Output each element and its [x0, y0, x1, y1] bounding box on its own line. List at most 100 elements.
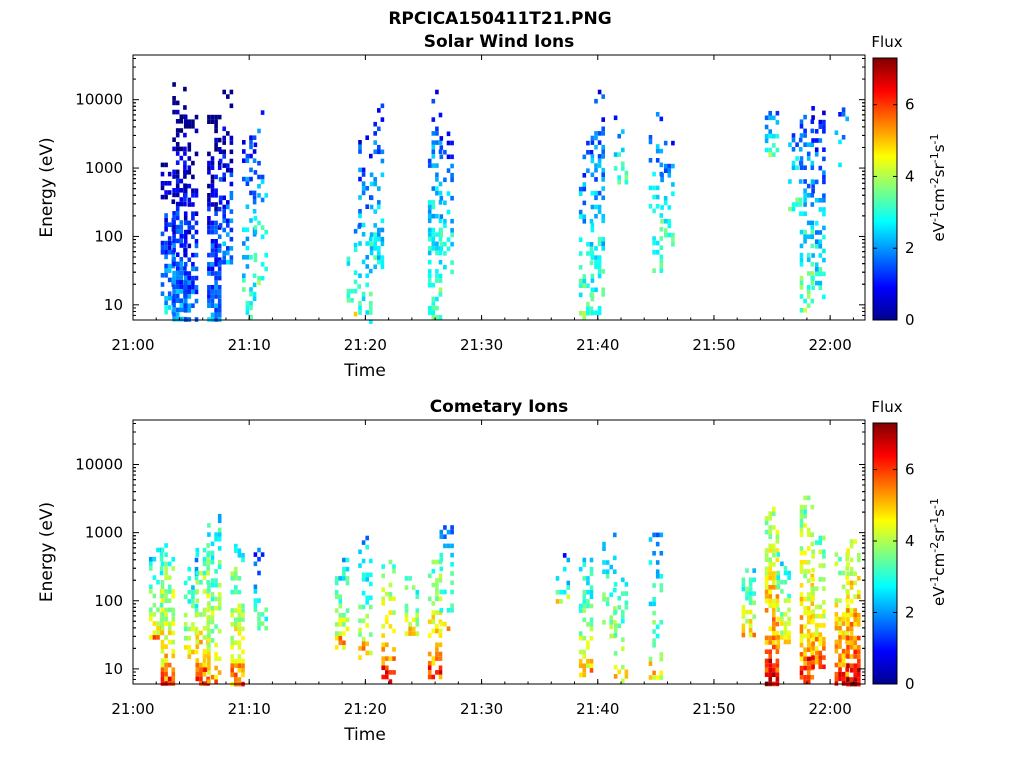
flux-cell	[214, 665, 218, 671]
flux-cell	[234, 622, 238, 627]
flux-cell	[586, 663, 590, 669]
flux-cell	[652, 185, 656, 191]
flux-cell	[431, 568, 436, 574]
flux-cell	[659, 263, 664, 269]
flux-cell	[435, 610, 439, 615]
flux-cell	[578, 566, 583, 572]
flux-cell	[602, 541, 606, 547]
flux-cell	[187, 147, 192, 152]
flux-cell	[772, 631, 776, 636]
flux-cell	[210, 202, 215, 207]
flux-cell	[671, 191, 675, 196]
flux-cell	[849, 645, 854, 650]
flux-cell	[617, 669, 621, 675]
flux-cell	[365, 572, 369, 578]
flux-cell	[234, 543, 238, 549]
flux-cell	[342, 617, 346, 623]
flux-cell	[342, 645, 346, 650]
flux-cell	[443, 264, 447, 270]
flux-cell	[160, 240, 165, 246]
flux-cell	[601, 94, 605, 99]
flux-cell	[814, 623, 819, 628]
flux-cell	[578, 658, 583, 664]
flux-cell	[369, 632, 373, 637]
flux-cell	[806, 661, 811, 666]
flux-cell	[207, 601, 211, 606]
flux-cell	[601, 186, 605, 191]
flux-cell	[566, 585, 571, 590]
flux-cell	[152, 556, 157, 562]
flux-cell	[764, 649, 769, 654]
flux-cell	[450, 552, 454, 558]
flux-cell	[799, 280, 804, 285]
flux-cell	[648, 661, 653, 666]
flux-cell	[172, 307, 176, 313]
flux-cell	[380, 117, 385, 122]
flux-cell	[435, 647, 439, 652]
flux-cell	[183, 622, 188, 627]
flux-cell	[818, 632, 823, 637]
flux-cell	[202, 612, 207, 617]
flux-cell	[172, 298, 176, 303]
flux-cell	[811, 641, 815, 647]
flux-cell	[377, 255, 381, 260]
flux-cell	[652, 610, 656, 616]
flux-cell	[857, 617, 861, 622]
flux-cell	[799, 518, 804, 524]
flux-cell	[776, 635, 781, 640]
flux-cell	[435, 587, 439, 592]
flux-cell	[822, 646, 826, 651]
flux-cell	[167, 639, 172, 645]
flux-cell	[450, 228, 454, 233]
flux-cell	[663, 232, 668, 238]
flux-cell	[439, 589, 444, 595]
flux-cell	[207, 197, 211, 203]
flux-cell	[388, 670, 393, 675]
flux-cell	[191, 252, 195, 258]
flux-cell	[167, 222, 172, 227]
flux-cell	[741, 623, 746, 629]
flux-cell	[594, 135, 598, 141]
flux-cell	[214, 202, 218, 207]
flux-cell	[439, 195, 444, 201]
flux-cell	[427, 651, 432, 657]
flux-cell	[438, 573, 443, 579]
flux-cell	[748, 609, 753, 615]
flux-cell	[149, 584, 153, 590]
flux-cell	[156, 607, 160, 613]
flux-cell	[602, 620, 606, 625]
flux-cell	[803, 298, 807, 304]
flux-cell	[210, 225, 215, 230]
flux-cell	[427, 665, 432, 671]
flux-cell	[443, 621, 447, 627]
flux-cell	[237, 631, 242, 636]
flux-cell	[167, 561, 172, 567]
flux-cell	[768, 110, 772, 116]
flux-cell	[582, 635, 587, 641]
colorbar-tick-label: 6	[905, 460, 915, 478]
flux-cell	[381, 601, 385, 606]
flux-cell	[264, 252, 268, 258]
flux-cell	[253, 216, 258, 221]
flux-cell	[385, 591, 389, 597]
flux-cell	[822, 211, 826, 217]
flux-cell	[450, 172, 454, 178]
flux-cell	[775, 557, 780, 562]
flux-cell	[234, 589, 238, 595]
flux-cell	[768, 566, 772, 572]
flux-cell	[810, 225, 815, 230]
flux-cell	[446, 191, 451, 196]
flux-cell	[818, 239, 823, 244]
flux-cell	[834, 561, 839, 567]
flux-cell	[799, 615, 804, 620]
flux-cell	[849, 539, 854, 544]
flux-cell	[788, 179, 792, 184]
flux-cell	[167, 662, 172, 668]
flux-cell	[369, 595, 373, 601]
flux-cell	[838, 653, 842, 659]
flux-cell	[841, 681, 846, 686]
flux-cell	[799, 509, 804, 514]
flux-cell	[768, 672, 772, 677]
flux-cell	[806, 619, 811, 625]
flux-cell	[167, 626, 172, 631]
